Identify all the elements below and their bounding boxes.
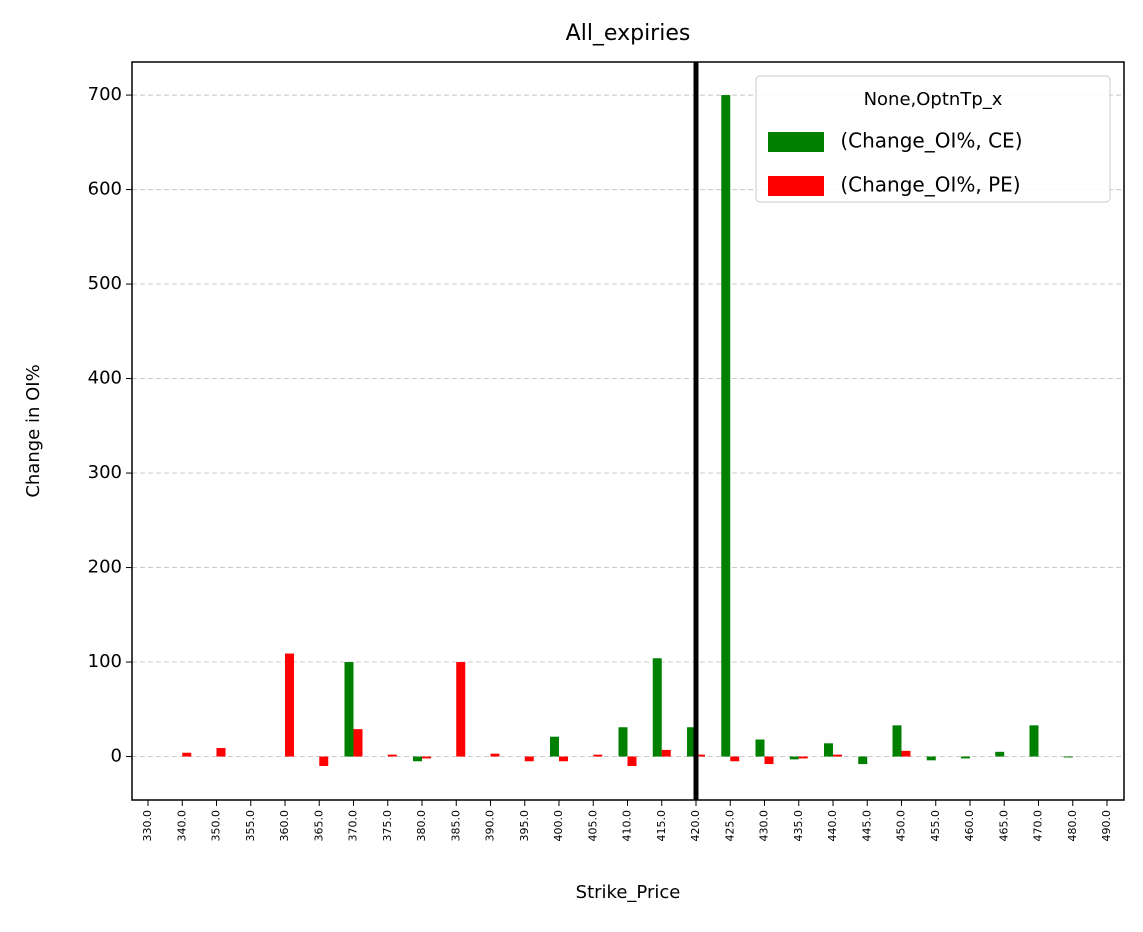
bar [627, 756, 637, 766]
bar [216, 748, 226, 757]
legend-title: None,OptnTp_x [864, 89, 1003, 110]
bar [344, 662, 354, 757]
y-tick-label: 600 [88, 179, 122, 200]
x-tick-label: 330.0 [141, 810, 154, 842]
bar [1063, 756, 1073, 758]
bar [858, 756, 868, 765]
x-tick-label: 400.0 [552, 810, 565, 842]
bar [892, 725, 902, 757]
legend-swatch [768, 176, 824, 196]
y-tick-label: 400 [88, 368, 122, 389]
plot-frame [131, 61, 1125, 801]
x-tick-label: 395.0 [518, 810, 531, 842]
bar [730, 756, 740, 762]
x-tick-label: 445.0 [860, 810, 873, 842]
legend-label: (Change_OI%, CE) [834, 129, 1023, 153]
x-tick-label: 385.0 [449, 810, 462, 842]
bar [926, 756, 936, 761]
bar [755, 739, 765, 757]
x-axis-label: Strike_Price [576, 882, 681, 903]
bar [687, 727, 696, 757]
y-tick-label: 300 [88, 462, 122, 483]
x-tick-label: 365.0 [312, 810, 325, 842]
x-tick-label: 420.0 [689, 810, 702, 842]
x-tick-label: 390.0 [484, 810, 497, 842]
x-tick-label: 465.0 [997, 810, 1010, 842]
bar [524, 756, 534, 762]
x-tick-label: 340.0 [175, 810, 188, 842]
x-tick-label: 490.0 [1100, 810, 1113, 842]
x-tick-label: 350.0 [210, 810, 223, 842]
bar [319, 756, 329, 766]
legend-box [755, 75, 1111, 203]
x-tick-label: 460.0 [963, 810, 976, 842]
bar [422, 756, 431, 759]
bar [789, 756, 799, 760]
x-tick-label: 480.0 [1066, 810, 1079, 842]
bar [995, 751, 1005, 757]
bar [824, 743, 833, 757]
bar [353, 729, 363, 757]
x-tick-label: 440.0 [826, 810, 839, 842]
bar [798, 756, 808, 759]
bar [764, 756, 774, 765]
bar [550, 736, 559, 757]
bar [559, 756, 568, 762]
legend-label: (Change_OI%, PE) [834, 173, 1021, 197]
x-tick-label: 470.0 [1032, 810, 1045, 842]
legend-swatch [768, 132, 824, 152]
x-tick-label: 360.0 [278, 810, 291, 842]
x-tick-label: 410.0 [621, 810, 634, 842]
bar [901, 750, 911, 757]
x-tick-label: 370.0 [347, 810, 360, 842]
bar [618, 727, 628, 757]
y-tick-label: 200 [88, 557, 122, 578]
x-tick-label: 435.0 [792, 810, 805, 842]
bar [387, 754, 397, 757]
bar [652, 658, 662, 757]
bar [661, 749, 671, 757]
x-tick-label: 380.0 [415, 810, 428, 842]
bar [1029, 725, 1039, 757]
bar [182, 752, 192, 757]
bar [721, 95, 731, 757]
bar [696, 754, 705, 757]
y-axis-label: Change in OI% [23, 364, 44, 497]
x-tick-label: 415.0 [655, 810, 668, 842]
bar [456, 662, 466, 757]
y-tick-label: 700 [88, 84, 122, 105]
y-tick-label: 0 [111, 746, 122, 767]
x-tick-label: 355.0 [244, 810, 257, 842]
chart-title: All_expiries [566, 21, 691, 46]
y-tick-label: 100 [88, 651, 122, 672]
x-tick-label: 425.0 [723, 810, 736, 842]
bar [413, 756, 422, 762]
bar [833, 754, 842, 757]
x-tick-label: 455.0 [929, 810, 942, 842]
y-tick-label: 500 [88, 273, 122, 294]
x-tick-label: 375.0 [381, 810, 394, 842]
bar [490, 753, 500, 757]
bar [285, 653, 294, 757]
bar [961, 756, 970, 759]
x-tick-label: 430.0 [758, 810, 771, 842]
x-tick-label: 450.0 [895, 810, 908, 842]
x-tick-label: 405.0 [586, 810, 599, 842]
bar [593, 754, 603, 757]
